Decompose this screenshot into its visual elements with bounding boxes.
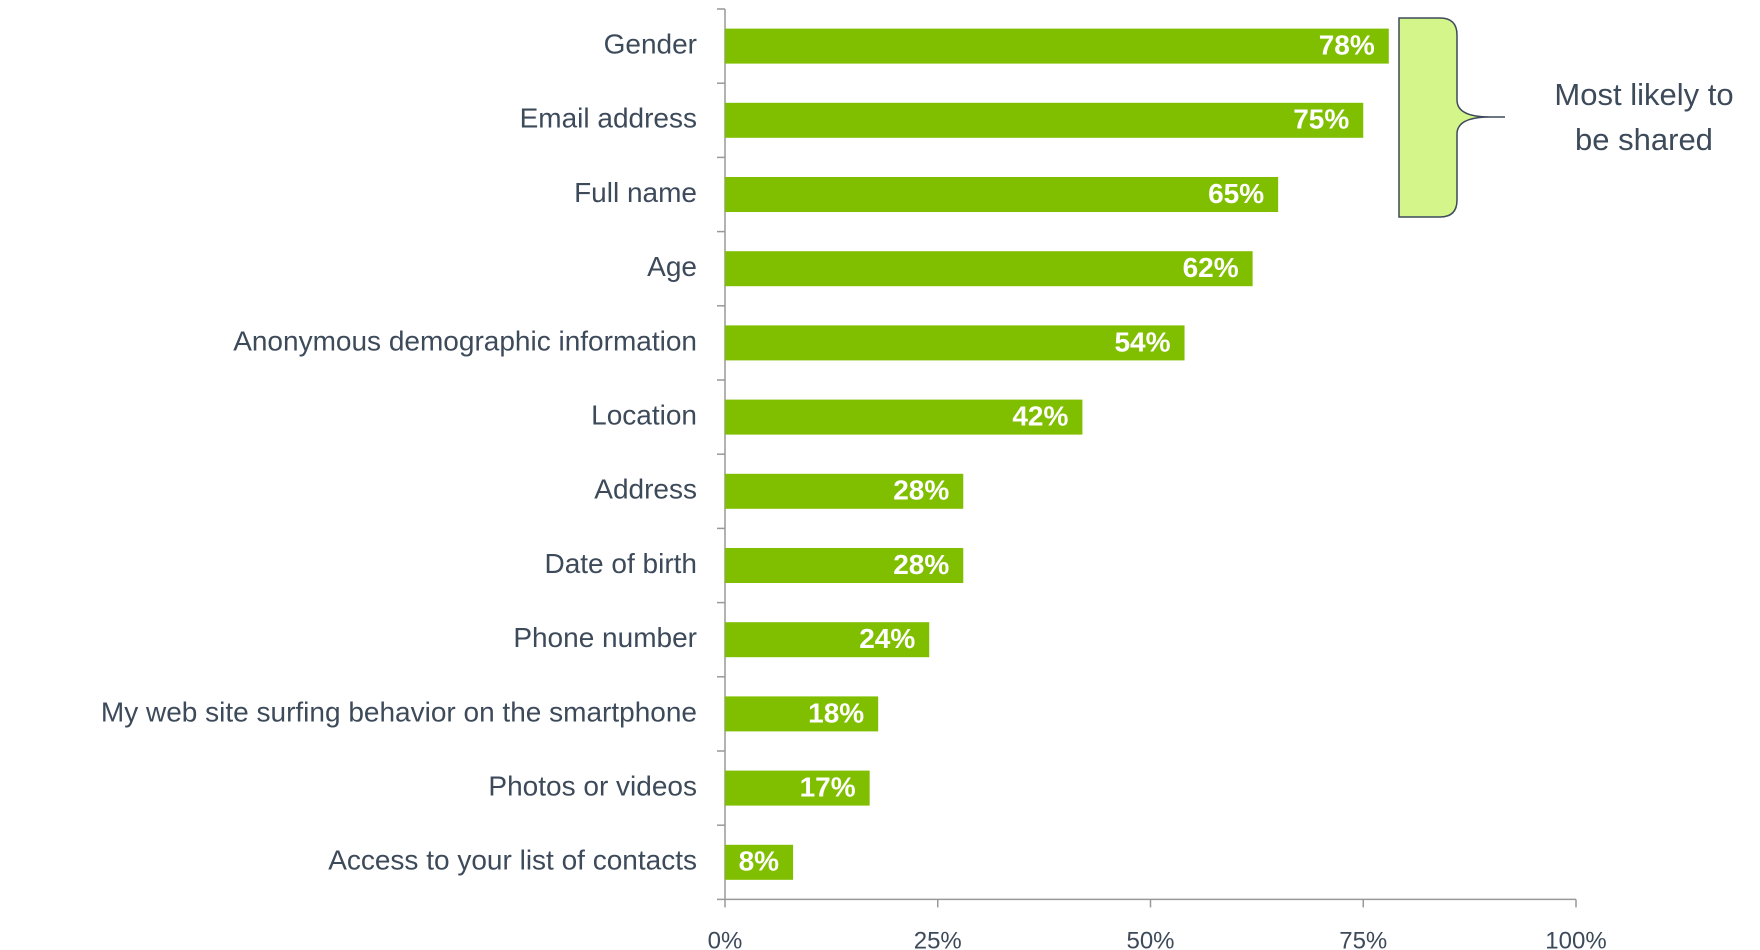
x-tick-label: 75% xyxy=(1339,928,1387,950)
brace xyxy=(1398,17,1505,218)
y-tick-label: Photos or videos xyxy=(488,770,697,801)
value-label: 8% xyxy=(739,846,780,877)
bar xyxy=(725,548,964,583)
y-tick-label: My web site surfing behavior on the smar… xyxy=(101,696,697,727)
value-label: 24% xyxy=(859,623,915,654)
bar xyxy=(725,102,1364,138)
bar xyxy=(725,28,1389,64)
value-label: 75% xyxy=(1293,104,1349,135)
value-label: 18% xyxy=(808,697,864,728)
y-tick-label: Address xyxy=(594,474,697,505)
value-label: 54% xyxy=(1114,326,1170,357)
bar xyxy=(725,251,1253,287)
bar xyxy=(725,399,1083,435)
y-tick-label: Anonymous demographic information xyxy=(233,325,697,356)
value-label: 62% xyxy=(1183,252,1239,283)
y-tick-label: Email address xyxy=(520,103,697,134)
y-tick-label: Date of birth xyxy=(544,548,697,579)
bar xyxy=(725,473,964,509)
bar xyxy=(725,844,794,880)
value-label: 42% xyxy=(1012,400,1068,431)
y-tick-label: Location xyxy=(591,399,697,430)
y-tick-label: Age xyxy=(647,251,697,282)
y-tick-label: Gender xyxy=(604,28,697,59)
x-tick-label: 50% xyxy=(1126,928,1174,950)
annotation: Most likely to xyxy=(1554,77,1733,112)
annotation: be shared xyxy=(1575,122,1713,157)
x-tick-label: 0% xyxy=(708,928,743,950)
bar xyxy=(725,177,1279,212)
bar xyxy=(725,770,870,806)
value-label: 65% xyxy=(1208,178,1264,209)
bar xyxy=(725,325,1185,361)
y-tick-label: Phone number xyxy=(513,622,697,653)
x-tick-label: 25% xyxy=(914,928,962,950)
value-label: 28% xyxy=(893,475,949,506)
x-tick-label: 100% xyxy=(1545,928,1606,950)
value-label: 28% xyxy=(893,549,949,580)
bar xyxy=(725,696,879,732)
bar xyxy=(725,622,930,658)
y-tick-label: Access to your list of contacts xyxy=(328,845,697,876)
y-tick-label: Full name xyxy=(574,177,697,208)
value-label: 78% xyxy=(1319,29,1375,60)
value-label: 17% xyxy=(800,771,856,802)
